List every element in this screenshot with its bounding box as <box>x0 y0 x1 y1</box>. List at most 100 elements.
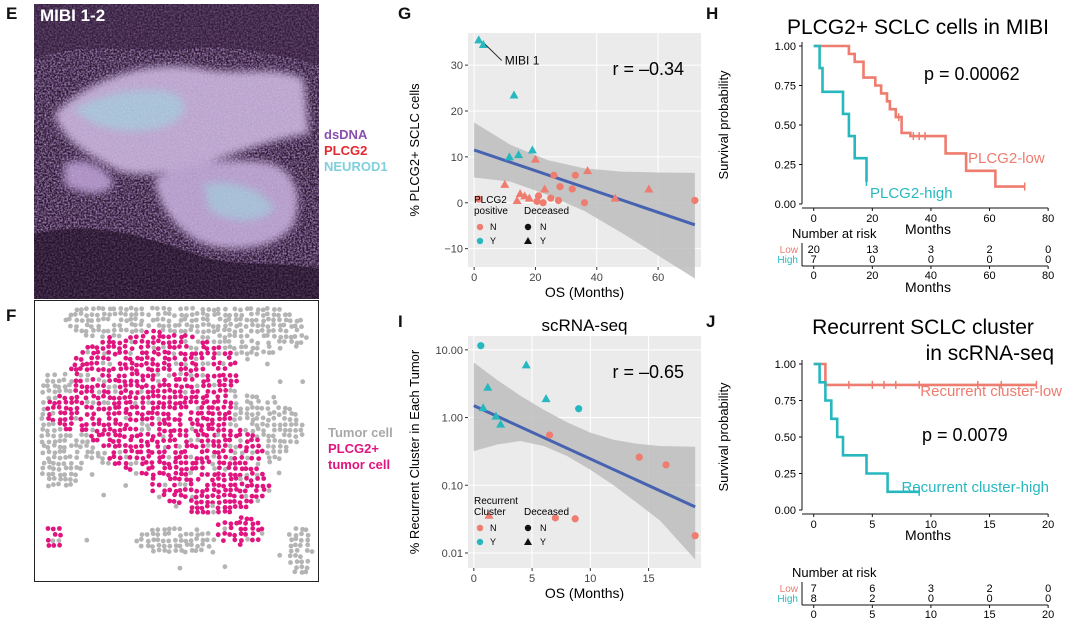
segmentation-cell <box>156 338 161 344</box>
segmentation-cell <box>101 492 107 498</box>
segmentation-cell <box>100 456 105 461</box>
segmentation-cell <box>112 401 117 406</box>
segmentation-cell <box>83 332 89 338</box>
chart-g-point-triangle <box>478 39 488 48</box>
segmentation-cell <box>52 450 58 456</box>
segmentation-cell <box>101 389 107 394</box>
segmentation-cell <box>228 448 234 454</box>
segmentation-cell <box>244 399 250 404</box>
chart-j-risk-xtick-label: 10 <box>925 609 937 618</box>
segmentation-cell <box>151 340 156 345</box>
segmentation-cell <box>182 494 188 499</box>
segmentation-cell <box>249 455 255 461</box>
chart-j-risk-xtick-label: 5 <box>869 609 875 618</box>
segmentation-cell <box>211 537 217 543</box>
segmentation-cell <box>172 323 178 328</box>
segmentation-cell <box>173 503 179 509</box>
segmentation-cell <box>305 537 311 543</box>
segmentation-cell <box>122 434 127 440</box>
segmentation-cell <box>139 412 145 418</box>
panel-letter-j: J <box>706 312 716 331</box>
chart-i-legend-label-n: N <box>490 523 497 533</box>
segmentation-cell <box>205 377 211 383</box>
segmentation-cell <box>255 311 260 316</box>
segmentation-cell <box>217 416 222 422</box>
segmentation-cell <box>74 324 79 329</box>
segmentation-cell <box>173 470 179 476</box>
segmentation-cell <box>188 437 194 443</box>
segmentation-cell <box>177 417 182 423</box>
segmentation-cell <box>289 411 295 416</box>
segmentation-cell <box>67 426 73 432</box>
chart-g-point-circle <box>691 196 699 205</box>
segmentation-cell <box>266 438 272 444</box>
segmentation-cell <box>140 405 146 411</box>
segmentation-cell <box>259 531 265 536</box>
segmentation-cell <box>46 483 51 489</box>
chart-h-ylabel: Survival probability <box>716 70 731 180</box>
chart-h-series-label-0: PLCG2-low <box>968 150 1045 167</box>
chart-h-risk-xtick-label: 0 <box>811 270 817 282</box>
segmentation-cell <box>299 422 305 428</box>
chart-h-ytick-label: 0.00 <box>775 199 796 211</box>
segmentation-cell <box>139 389 144 394</box>
segmentation-cell <box>78 444 83 450</box>
segmentation-cell <box>133 460 139 466</box>
segmentation-cell <box>52 395 58 401</box>
segmentation-cell <box>228 350 233 356</box>
segmentation-cell <box>293 536 299 542</box>
segmentation-cell <box>173 464 179 470</box>
segmentation-cell <box>139 443 144 449</box>
segmentation-cell <box>122 343 128 349</box>
segmentation-cell <box>166 549 172 554</box>
segmentation-cell <box>243 427 249 433</box>
segmentation-cell <box>143 471 149 477</box>
segmentation-cell <box>84 412 90 417</box>
segmentation-cell <box>117 449 123 455</box>
chart-h-risk-value: 7 <box>811 254 817 266</box>
chart-g-point-label: MIBI 1 <box>505 54 540 68</box>
segmentation-cell <box>222 366 228 371</box>
segmentation-cell <box>282 312 288 318</box>
segmentation-cell <box>255 340 261 346</box>
chart-h-risk-row-label: High <box>777 255 798 266</box>
segmentation-cell <box>248 306 254 311</box>
segmentation-cell <box>155 405 161 410</box>
segmentation-cell <box>73 367 79 372</box>
segmentation-cell <box>156 323 162 328</box>
segmentation-cell <box>123 443 128 448</box>
segmentation-cell <box>133 395 139 401</box>
segmentation-cell <box>281 339 287 344</box>
segmentation-cell <box>195 389 200 394</box>
segmentation-cell <box>78 372 84 378</box>
segmentation-cell <box>146 453 152 459</box>
segmentation-cell <box>150 305 155 311</box>
segmentation-cell <box>168 433 174 439</box>
segmentation-cell <box>140 461 145 467</box>
segmentation-cell <box>272 454 278 460</box>
segmentation-cell <box>287 433 292 438</box>
segmentation-cell <box>216 476 221 481</box>
segmentation-cell <box>156 482 162 488</box>
segmentation-cell <box>205 361 211 366</box>
segmentation-cell <box>79 400 85 406</box>
segmentation-cell <box>200 537 206 543</box>
segmentation-cell <box>195 339 201 344</box>
segmentation-cell <box>139 318 145 324</box>
segmentation-cell <box>305 542 311 548</box>
segmentation-cell <box>150 361 156 367</box>
segmentation-cell <box>210 405 215 410</box>
chart-g-ytick-label: 10 <box>451 152 463 164</box>
segmentation-cell <box>155 367 161 373</box>
segmentation-cell <box>250 345 256 351</box>
chart-j-risk-value: 0 <box>1045 593 1051 605</box>
segmentation-cell <box>149 450 155 455</box>
segmentation-cell <box>123 410 129 415</box>
segmentation-cell <box>123 454 129 460</box>
panel-letter-g: G <box>398 4 412 23</box>
segmentation-cell <box>106 431 111 437</box>
segmentation-cell <box>173 543 179 549</box>
segmentation-cell <box>277 427 283 432</box>
segmentation-cell <box>183 433 189 438</box>
segmentation-cell <box>144 329 149 335</box>
